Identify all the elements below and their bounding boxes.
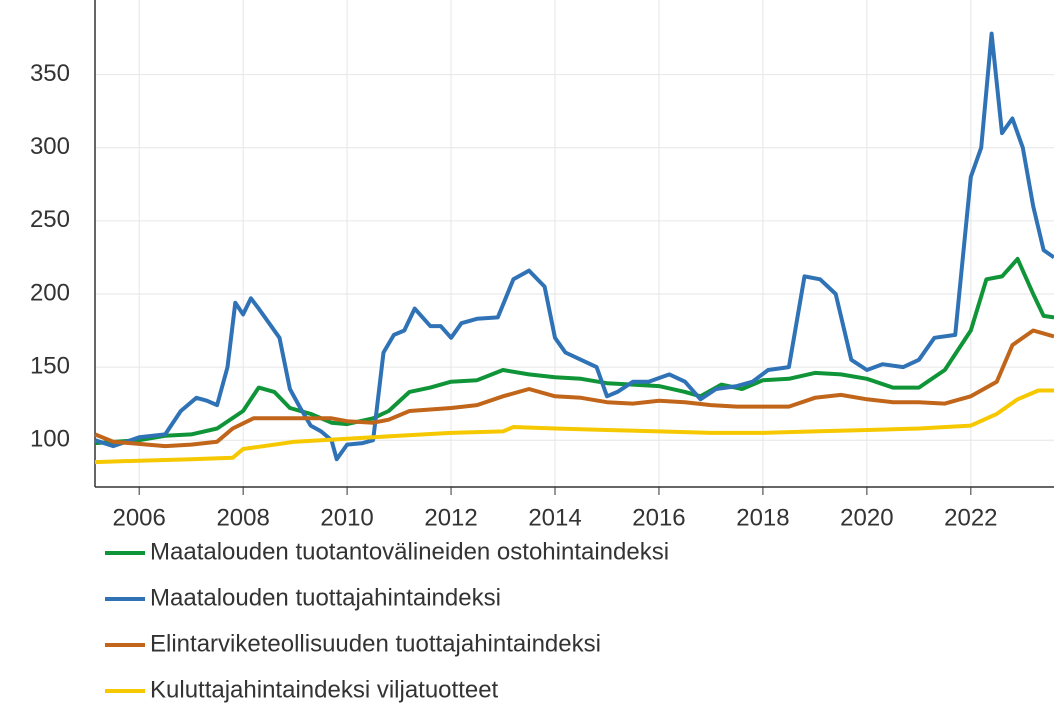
x-tick-label: 2022 [944, 504, 997, 531]
series-line [94, 388, 1054, 465]
legend-label: Maatalouden tuottajahintaindeksi [150, 584, 501, 611]
y-tick-label: 100 [30, 426, 70, 453]
y-tick-label: 200 [30, 279, 70, 306]
series-line [94, 328, 1054, 449]
x-tick-label: 2018 [736, 504, 789, 531]
x-tick-label: 2012 [424, 504, 477, 531]
y-tick-label: 150 [30, 352, 70, 379]
x-tick-label: 2020 [840, 504, 893, 531]
legend-label: Elintarviketeollisuuden tuottajahintaind… [150, 630, 601, 657]
series-line [94, 256, 1054, 446]
y-tick-label: 250 [30, 206, 70, 233]
x-tick-label: 2006 [112, 504, 165, 531]
x-tick-label: 2010 [320, 504, 373, 531]
x-tick-label: 2014 [528, 504, 581, 531]
x-tick-label: 2016 [632, 504, 685, 531]
series-line [94, 31, 1054, 462]
y-tick-label: 300 [30, 133, 70, 160]
legend-label: Kuluttajahintaindeksi viljatuotteet [150, 676, 499, 703]
x-tick-label: 2008 [216, 504, 269, 531]
legend-label: Maatalouden tuotantovälineiden ostohinta… [150, 538, 669, 565]
y-tick-label: 350 [30, 60, 70, 87]
